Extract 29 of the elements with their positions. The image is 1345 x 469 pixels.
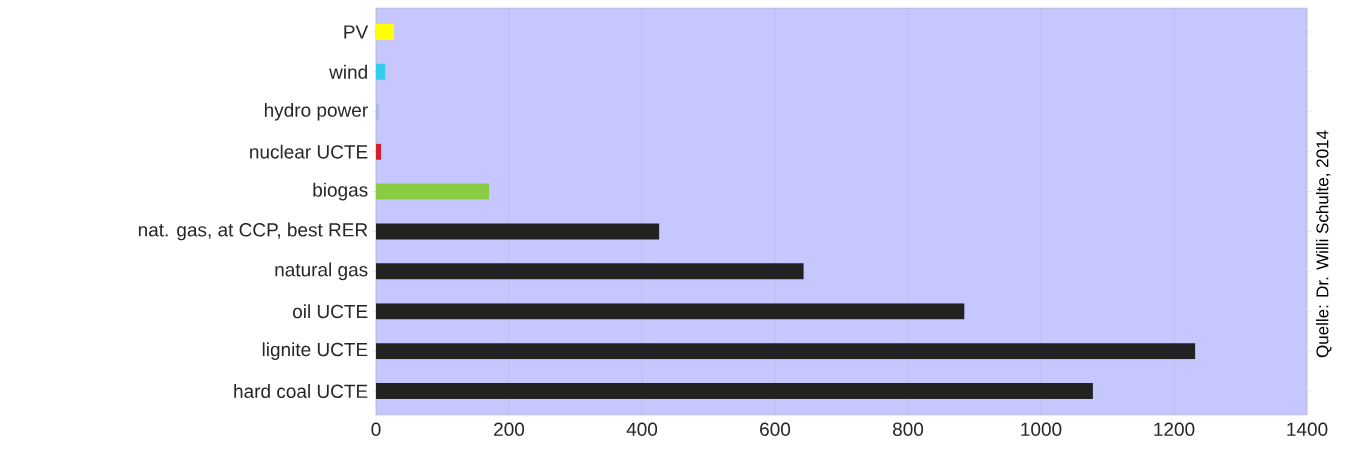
bar (376, 23, 394, 40)
x-tick-label: 200 (494, 422, 525, 436)
y-tick-label: hard coal UCTE (234, 384, 368, 399)
bar (376, 383, 1093, 400)
x-tick-label: 1400 (1287, 422, 1328, 436)
y-tick-label: hydro power (264, 102, 368, 121)
y-tick-label: nat. gas, at CCP, best RER (138, 222, 368, 241)
bar (376, 63, 386, 80)
x-tick-label: 0 (371, 422, 381, 436)
y-tick-label: PV (344, 25, 369, 39)
x-tick-label: 600 (760, 422, 791, 436)
bar (376, 143, 382, 160)
y-tick-label: nuclear UCTE (250, 144, 368, 159)
y-tick-label: natural gas (275, 262, 368, 281)
x-tick-label: 1200 (1154, 422, 1195, 436)
y-tick-label: lignite UCTE (262, 342, 368, 361)
y-tick-label: wind (329, 64, 367, 79)
x-tick-label: 1000 (1021, 422, 1062, 436)
y-tick-label: biogas (313, 182, 368, 201)
y-tick-label: oil UCTE (292, 304, 368, 319)
bar (376, 183, 490, 200)
bar (376, 263, 804, 280)
bar (376, 103, 379, 120)
bar (376, 343, 1196, 360)
x-tick-label: 400 (626, 422, 658, 436)
source-note: Quelle: Dr. Willi Schulte, 2014 (1315, 130, 1332, 358)
bar (376, 303, 965, 320)
x-tick-label: 800 (892, 422, 924, 436)
bar (376, 223, 660, 240)
